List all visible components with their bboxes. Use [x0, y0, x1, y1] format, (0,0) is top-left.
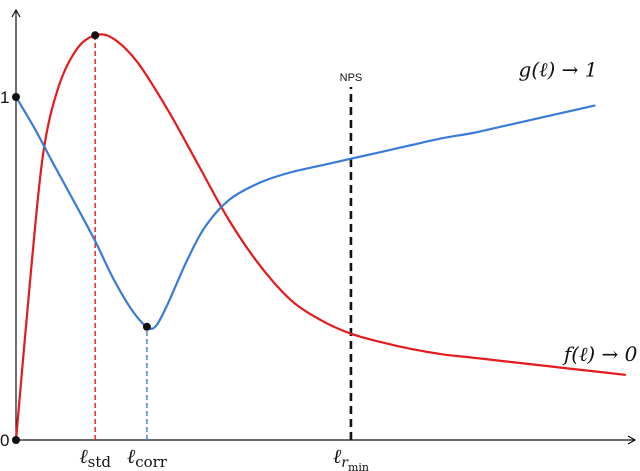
y-tick-label-1: 1 — [0, 88, 9, 107]
x-axis-arrow — [627, 435, 637, 445]
axes — [11, 8, 637, 445]
marker-point-3 — [142, 322, 151, 331]
point-markers — [12, 31, 151, 444]
curves — [14, 33, 627, 442]
marker-point-1 — [12, 93, 20, 101]
marker-point-0 — [12, 436, 20, 444]
series-label-0: f(ℓ) → 0 — [562, 342, 638, 366]
x-marker-label-1: ℓcorr — [127, 444, 168, 471]
series-line-0 — [14, 33, 627, 442]
labels: 1 0 ℓstd ℓcorr NPS ℓrmin f(ℓ) → 0 g(ℓ) → 1 — [0, 57, 638, 471]
vertical-markers — [94, 35, 353, 440]
marker-point-2 — [91, 31, 100, 40]
series-label-1: g(ℓ) → 1 — [519, 57, 598, 81]
y-axis-arrow — [11, 8, 21, 18]
vline-top-label: NPS — [340, 72, 363, 84]
x-marker-label-0: ℓstd — [79, 444, 111, 471]
x-marker-label-2: ℓrmin — [333, 444, 369, 471]
series-line-1 — [14, 95, 596, 330]
y-tick-label-0: 0 — [0, 431, 9, 450]
